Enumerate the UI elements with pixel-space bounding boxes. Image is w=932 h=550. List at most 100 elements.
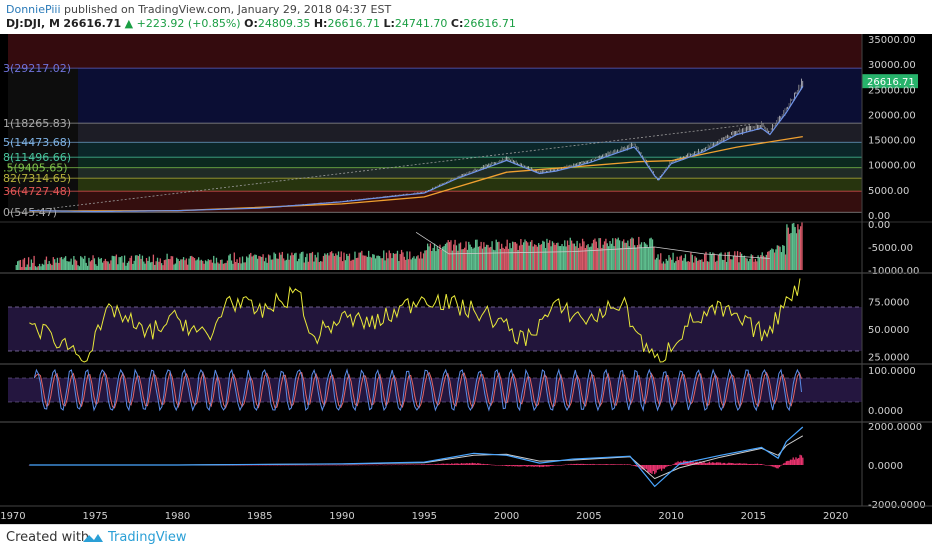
volume-bar bbox=[624, 242, 626, 270]
author-link[interactable]: DonniePiii bbox=[6, 3, 61, 16]
volume-bar bbox=[466, 249, 469, 270]
macd-hist-bar bbox=[750, 463, 752, 465]
volume-bar bbox=[211, 262, 214, 270]
stoch-k-line bbox=[33, 368, 802, 412]
volume-bar bbox=[92, 255, 94, 270]
macd-hist-bar bbox=[737, 463, 740, 465]
macd-hist-bar bbox=[688, 461, 690, 465]
volume-bar bbox=[88, 257, 90, 270]
volume-bar bbox=[632, 238, 634, 270]
macd-hist-bar bbox=[309, 464, 312, 466]
macd-hist-bar bbox=[260, 464, 262, 466]
volume-bar bbox=[462, 249, 464, 270]
macd-hist-bar bbox=[418, 464, 420, 465]
volume-bar bbox=[703, 254, 706, 270]
volume-bar bbox=[321, 261, 323, 270]
volume-bar bbox=[226, 260, 229, 270]
volume-bar bbox=[613, 246, 615, 270]
macd-hist-bar bbox=[296, 464, 298, 466]
macd-hist-bar bbox=[577, 463, 579, 465]
volume-bar bbox=[119, 257, 122, 270]
volume-bar bbox=[784, 254, 787, 270]
volume-bar bbox=[736, 251, 739, 270]
macd-hist-bar bbox=[364, 464, 367, 466]
volume-bar bbox=[354, 251, 356, 270]
macd-hist-bar bbox=[630, 464, 633, 466]
volume-bar bbox=[73, 256, 75, 270]
macd-hist-bar bbox=[374, 464, 376, 466]
volume-bar bbox=[325, 254, 327, 270]
macd-hist-bar bbox=[345, 464, 347, 466]
volume-bar bbox=[527, 242, 529, 270]
volume-bar bbox=[207, 259, 209, 270]
macd-hist-bar bbox=[357, 464, 360, 466]
volume-bar bbox=[569, 237, 571, 270]
volume-bar bbox=[49, 263, 52, 270]
macd-hist-bar bbox=[292, 464, 294, 466]
volume-bar bbox=[402, 252, 404, 270]
volume-bar bbox=[658, 259, 661, 270]
macd-hist-bar bbox=[658, 465, 660, 470]
volume-bar bbox=[40, 266, 42, 270]
volume-bar bbox=[86, 265, 89, 270]
volume-bar bbox=[256, 258, 259, 270]
high-value: 26616.71 bbox=[327, 17, 380, 30]
volume-bar bbox=[310, 253, 312, 270]
macd-hist-bar bbox=[479, 463, 482, 465]
macd-hist-bar bbox=[452, 463, 454, 465]
chart-area[interactable]: 3(29217.02) 1(18265.83) 5(14473.68) 8(11496… bbox=[0, 34, 932, 524]
macd-hist-bar bbox=[515, 465, 517, 467]
volume-bar bbox=[110, 260, 112, 270]
volume-bar bbox=[481, 248, 484, 270]
volume-bar bbox=[394, 253, 396, 270]
fib-level-label: 5(14473.68) bbox=[3, 136, 71, 149]
macd-hist-bar bbox=[781, 464, 783, 466]
macd-hist-bar bbox=[252, 464, 254, 466]
macd-hist-bar bbox=[692, 461, 694, 465]
macd-hist-bar bbox=[570, 463, 572, 465]
volume-bar bbox=[598, 238, 600, 270]
volume-bar bbox=[664, 263, 666, 270]
volume-bar bbox=[483, 242, 485, 270]
macd-hist-bar bbox=[237, 464, 239, 466]
macd-hist-bar bbox=[497, 465, 500, 466]
macd-hist-bar bbox=[643, 465, 645, 470]
macd-hist-bar bbox=[425, 464, 427, 465]
volume-bar bbox=[19, 259, 22, 270]
volume-bar bbox=[437, 248, 440, 270]
volume-bar bbox=[461, 249, 463, 270]
tradingview-brand[interactable]: TradingView bbox=[108, 530, 187, 545]
volume-bar bbox=[790, 232, 792, 270]
rsi-band bbox=[8, 307, 862, 351]
volume-bar bbox=[507, 248, 510, 270]
volume-bar bbox=[202, 260, 204, 270]
macd-hist-bar bbox=[430, 464, 432, 465]
volume-bar bbox=[44, 259, 46, 270]
stoch-axis-tick: 0.0000 bbox=[868, 406, 903, 417]
macd-hist-bar bbox=[743, 463, 745, 465]
volume-bar bbox=[100, 257, 102, 270]
volume-bar bbox=[300, 252, 303, 270]
volume-bar bbox=[669, 257, 672, 270]
volume-bar bbox=[709, 252, 711, 270]
macd-hist-bar bbox=[713, 462, 715, 465]
macd-hist-bar bbox=[558, 465, 560, 466]
volume-bar bbox=[533, 244, 536, 270]
macd-hist-bar bbox=[599, 464, 601, 465]
chart-svg[interactable]: 3(29217.02) 1(18265.83) 5(14473.68) 8(11496… bbox=[0, 34, 932, 524]
macd-hist-bar bbox=[654, 465, 656, 475]
volume-bar bbox=[629, 238, 632, 270]
macd-hist-bar bbox=[267, 464, 269, 466]
volume-bar bbox=[671, 259, 673, 270]
volume-bar bbox=[708, 261, 710, 270]
volume-bar bbox=[425, 250, 427, 270]
x-axis-tick: 1990 bbox=[329, 511, 354, 522]
volume-bar bbox=[741, 253, 743, 270]
volume-bar bbox=[347, 255, 349, 270]
volume-bar bbox=[359, 252, 362, 270]
macd-hist-bar bbox=[440, 463, 442, 465]
volume-bar bbox=[125, 265, 127, 270]
fib-zone bbox=[8, 34, 862, 69]
volume-bar bbox=[156, 257, 159, 270]
volume-bar bbox=[307, 261, 309, 270]
